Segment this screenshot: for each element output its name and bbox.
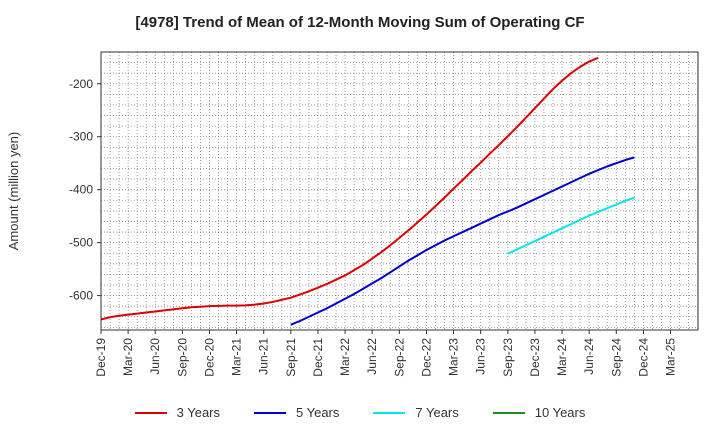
legend-swatch-7-years bbox=[373, 411, 406, 414]
legend-swatch-3-years bbox=[134, 411, 167, 414]
legend-label-3-years: 3 Years bbox=[176, 405, 220, 420]
x-tick-label: Jun-21 bbox=[257, 338, 271, 375]
y-axis-label: Amount (million yen) bbox=[6, 132, 21, 251]
x-tick-label: Dec-23 bbox=[528, 338, 542, 377]
series-layer bbox=[100, 56, 635, 326]
series-line-5-years bbox=[290, 156, 635, 326]
y-tick-label: -300 bbox=[69, 130, 93, 144]
x-tick-label: Jun-22 bbox=[365, 338, 379, 375]
x-tick-label: Mar-21 bbox=[230, 338, 244, 376]
legend-item-10-years: 10 Years bbox=[492, 405, 586, 420]
x-tick-label: Dec-24 bbox=[636, 338, 650, 377]
chart-title: [4978] Trend of Mean of 12-Month Moving … bbox=[135, 14, 585, 31]
x-tick-label: Dec-21 bbox=[311, 338, 325, 377]
x-tick-label: Sep-23 bbox=[501, 338, 515, 377]
x-tick-label: Jun-23 bbox=[474, 338, 488, 375]
legend-swatch-5-years bbox=[254, 411, 286, 414]
x-tick-label: Mar-23 bbox=[447, 338, 461, 376]
legend-label-7-years: 7 Years bbox=[415, 405, 459, 420]
legend-item-7-years: 7 Years bbox=[373, 405, 459, 420]
y-axis-ticks: -200 -300 -400 -500 -600 bbox=[69, 77, 101, 303]
x-tick-label: Mar-24 bbox=[555, 338, 569, 376]
x-tick-label: Sep-24 bbox=[609, 338, 623, 377]
x-tick-label: Sep-20 bbox=[175, 338, 189, 377]
series-line-7-years bbox=[507, 196, 635, 255]
legend-item-5-years: 5 Years bbox=[254, 405, 339, 420]
x-tick-label: Dec-19 bbox=[94, 338, 108, 377]
legend-label-5-years: 5 Years bbox=[296, 405, 340, 420]
y-tick-label: -200 bbox=[69, 77, 93, 91]
grid bbox=[100, 51, 699, 330]
x-tick-label: Jun-24 bbox=[582, 338, 596, 375]
legend: 3 Years 5 Years 7 Years 10 Years bbox=[0, 405, 720, 420]
x-tick-label: Jun-20 bbox=[148, 338, 162, 375]
x-axis-ticks: Dec-19 Mar-20 Jun-20 Sep-20 Dec-20 Mar-21 Jun-… bbox=[94, 330, 678, 377]
x-tick-label: Mar-22 bbox=[338, 338, 352, 376]
x-tick-label: Mar-25 bbox=[664, 338, 678, 376]
legend-item-3-years: 3 Years bbox=[134, 405, 220, 420]
x-tick-label: Sep-22 bbox=[392, 338, 406, 377]
legend-swatch-10-years bbox=[492, 411, 525, 414]
x-tick-label: Dec-20 bbox=[202, 338, 216, 377]
x-tick-label: Mar-20 bbox=[121, 338, 135, 376]
x-tick-label: Sep-21 bbox=[284, 338, 298, 377]
y-tick-label: -400 bbox=[69, 183, 93, 197]
series-line-3-years bbox=[100, 56, 599, 321]
x-tick-label: Dec-22 bbox=[419, 338, 433, 377]
y-tick-label: -600 bbox=[69, 289, 93, 303]
y-tick-label: -500 bbox=[69, 236, 93, 250]
legend-label-10-years: 10 Years bbox=[534, 405, 586, 420]
